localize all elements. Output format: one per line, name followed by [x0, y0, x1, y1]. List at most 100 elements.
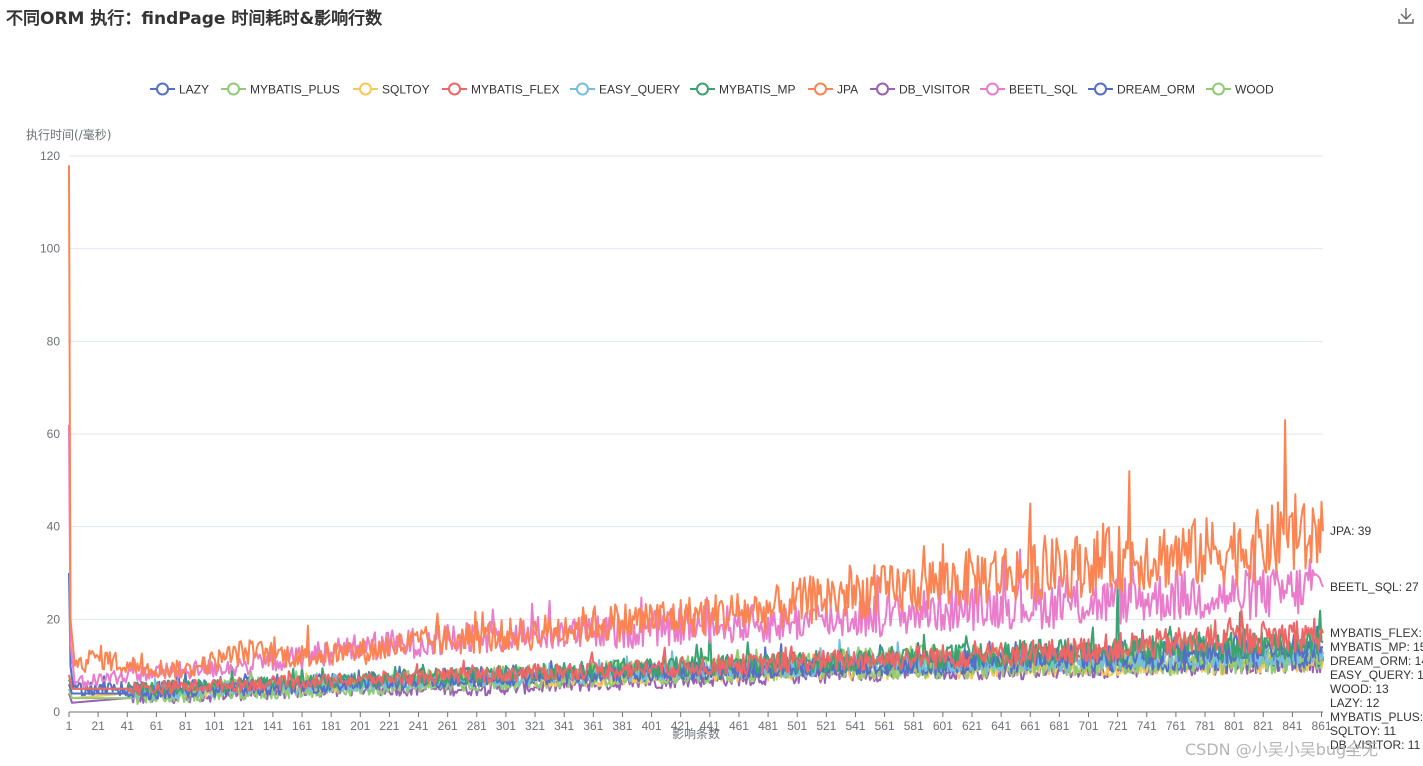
x-axis-label: 影响条数: [672, 726, 720, 741]
x-tick-label: 221: [379, 719, 399, 733]
legend-marker: [1094, 82, 1107, 96]
x-tick-label: 241: [409, 719, 429, 733]
legend-item-easy-query[interactable]: EASY_QUERY: [570, 82, 680, 97]
y-tick-label: 100: [40, 242, 60, 256]
x-tick-label: 581: [904, 719, 924, 733]
x-tick-label: 501: [787, 719, 807, 733]
legend-marker: [448, 82, 461, 96]
x-tick-label: 681: [1049, 719, 1069, 733]
legend-item-jpa[interactable]: JPA: [808, 82, 858, 97]
legend-marker: [814, 82, 827, 96]
x-tick-label: 801: [1224, 719, 1244, 733]
legend-marker: [986, 82, 999, 96]
x-tick-label: 701: [1078, 719, 1098, 733]
x-tick-label: 841: [1282, 719, 1302, 733]
series-line-beetl-sql: [68, 424, 1324, 689]
x-tick-label: 301: [496, 719, 516, 733]
x-tick-label: 821: [1253, 719, 1273, 733]
x-tick-label: 1: [66, 719, 73, 733]
series-end-label: MYBATIS_FLEX: 17: [1330, 626, 1423, 640]
y-axis-label: 执行时间(/毫秒): [26, 127, 111, 142]
y-axis: 0 20 40 60 80 100 120: [40, 149, 60, 719]
y-tick-label: 0: [53, 705, 60, 719]
x-tick-label: 101: [205, 719, 225, 733]
legend-marker: [696, 82, 709, 96]
download-icon[interactable]: [1396, 6, 1416, 26]
legend-marker: [1212, 82, 1225, 96]
x-tick-label: 61: [150, 719, 164, 733]
legend-item-mybatis-plus[interactable]: MYBATIS_PLUS: [221, 82, 340, 97]
x-tick-label: 281: [467, 719, 487, 733]
series-end-label: JPA: 39: [1330, 524, 1371, 538]
x-tick-label: 541: [845, 719, 865, 733]
legend-label: MYBATIS_FLEX: [471, 83, 559, 97]
x-tick-label: 21: [91, 719, 105, 733]
series-end-label: MYBATIS_MP: 15: [1330, 640, 1423, 654]
x-tick-label: 381: [612, 719, 632, 733]
x-tick-label: 161: [292, 719, 312, 733]
series-end-label: MYBATIS_PLUS: 11: [1330, 710, 1423, 724]
legend-item-db-visitor[interactable]: DB_VISITOR: [870, 82, 970, 97]
legend-item-beetl-sql[interactable]: BEETL_SQL: [980, 82, 1078, 97]
legend-item-mybatis-mp[interactable]: MYBATIS_MP: [690, 82, 795, 97]
x-tick-label: 401: [642, 719, 662, 733]
x-tick-label: 521: [816, 719, 836, 733]
series-end-label: DREAM_ORM: 14: [1330, 654, 1423, 668]
x-axis: 1 21 41 61 81 101 121 141 161 181 201 221 241 261 281 3…: [66, 711, 1332, 733]
x-tick-label: 261: [438, 719, 458, 733]
legend-item-wood[interactable]: WOOD: [1206, 82, 1274, 97]
y-tick-label: 120: [40, 149, 60, 163]
chart-legend: LAZY MYBATIS_PLUS SQLTOY MYBATIS_FLEX EASY_Q…: [150, 82, 1274, 97]
x-tick-label: 861: [1312, 719, 1332, 733]
x-tick-label: 421: [671, 719, 691, 733]
x-tick-label: 641: [991, 719, 1011, 733]
legend-marker: [227, 82, 240, 96]
x-tick-label: 321: [525, 719, 545, 733]
legend-item-dream-orm[interactable]: DREAM_ORM: [1088, 82, 1195, 97]
x-tick-label: 761: [1166, 719, 1186, 733]
x-tick-label: 741: [1137, 719, 1157, 733]
legend-label: MYBATIS_PLUS: [250, 83, 340, 97]
y-tick-label: 60: [47, 427, 61, 441]
legend-label: JPA: [837, 83, 858, 97]
x-tick-label: 781: [1195, 719, 1215, 733]
legend-label: EASY_QUERY: [599, 83, 680, 97]
legend-item-sqltoy[interactable]: SQLTOY: [353, 82, 430, 97]
chart-grid: [69, 155, 1323, 620]
x-tick-label: 481: [758, 719, 778, 733]
series-end-label: LAZY: 12: [1330, 696, 1380, 710]
x-tick-label: 121: [234, 719, 254, 733]
legend-marker: [156, 82, 169, 96]
x-tick-label: 461: [729, 719, 749, 733]
legend-label: MYBATIS_MP: [719, 83, 795, 97]
x-tick-label: 561: [875, 719, 895, 733]
series-line-jpa: [68, 165, 1324, 680]
x-tick-label: 621: [962, 719, 982, 733]
watermark: CSDN @小吴小吴bug全无: [1185, 740, 1379, 759]
x-tick-label: 601: [933, 719, 953, 733]
series-line-mybatis-flex: [68, 609, 1324, 697]
series-end-label: DB_VISITOR: 11: [1330, 738, 1421, 752]
series-end-label: SQLTOY: 11: [1330, 724, 1396, 738]
series-end-label: EASY_QUERY: 13: [1330, 668, 1423, 682]
x-tick-label: 141: [263, 719, 283, 733]
series-end-label: WOOD: 13: [1330, 682, 1389, 696]
x-tick-label: 661: [1020, 719, 1040, 733]
x-tick-label: 361: [583, 719, 603, 733]
legend-label: DREAM_ORM: [1117, 83, 1195, 97]
legend-marker: [576, 82, 589, 96]
series-end-label: BEETL_SQL: 27: [1330, 580, 1419, 594]
x-tick-label: 181: [321, 719, 341, 733]
legend-item-lazy[interactable]: LAZY: [150, 82, 209, 97]
x-tick-label: 41: [121, 719, 135, 733]
legend-marker: [876, 82, 889, 96]
x-tick-label: 201: [350, 719, 370, 733]
legend-label: WOOD: [1235, 83, 1274, 97]
y-tick-label: 40: [47, 520, 61, 534]
legend-label: SQLTOY: [382, 83, 430, 97]
legend-label: LAZY: [179, 83, 209, 97]
x-tick-label: 721: [1108, 719, 1128, 733]
legend-item-mybatis-flex[interactable]: MYBATIS_FLEX: [442, 82, 559, 97]
